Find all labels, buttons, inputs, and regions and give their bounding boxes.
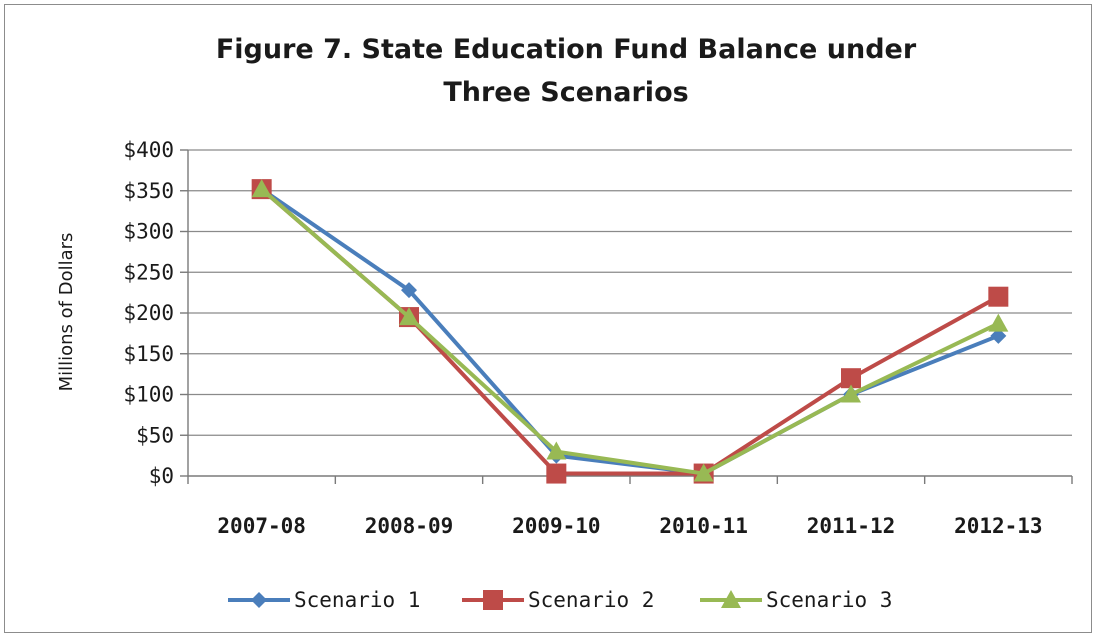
series-lines (251, 179, 1009, 484)
legend-label-2: Scenario 2 (528, 588, 654, 612)
legend-label-1: Scenario 1 (294, 588, 420, 612)
y-tick-label: $300 (123, 220, 174, 244)
y-tick-label: $100 (123, 383, 174, 407)
data-point-series-2 (988, 286, 1009, 307)
y-tick-label: $150 (123, 342, 174, 366)
chart-title-line-1: Figure 7. State Education Fund Balance u… (216, 34, 917, 65)
y-tick-label: $0 (149, 464, 174, 488)
legend-label-3: Scenario 3 (766, 588, 892, 612)
axes (180, 149, 1073, 484)
data-point-series-1 (401, 282, 417, 299)
legend-marker-2 (483, 590, 503, 610)
legend: Scenario 1 Scenario 2 Scenario 3 (228, 588, 892, 612)
y-tick-label: $50 (136, 423, 174, 447)
y-tick-label: $350 (123, 179, 174, 203)
data-point-series-2 (546, 463, 567, 484)
x-tick-label: 2008-09 (365, 514, 454, 538)
data-point-series-3 (251, 179, 272, 198)
x-tick-label: 2009-10 (512, 514, 601, 538)
data-point-series-1 (990, 327, 1007, 344)
x-tick-label: 2010-11 (659, 514, 748, 538)
x-tick-label: 2011-12 (807, 514, 896, 538)
y-tick-label: $400 (123, 138, 174, 162)
y-tick-label: $200 (123, 301, 174, 325)
x-tick-label: 2012-13 (954, 514, 1043, 538)
y-axis-label: Millions of Dollars (56, 233, 77, 392)
legend-marker-3 (721, 590, 741, 608)
x-tick-labels: 2007-08 2008-09 2009-10 2010-11 2011-12 2012-… (217, 514, 1042, 538)
data-point-series-3 (399, 307, 419, 326)
chart-title-line-2: Three Scenarios (443, 77, 688, 108)
data-point-series-3 (988, 313, 1009, 332)
data-point-series-3 (841, 384, 861, 403)
y-tick-label: $250 (123, 260, 174, 284)
legend-marker-1 (251, 592, 267, 608)
data-point-series-2 (841, 368, 861, 389)
y-tick-labels: $0 $50 $100 $150 $200 $250 $300 $350 $400 (123, 138, 174, 488)
series-line-3 (260, 187, 1000, 476)
data-point-series-3 (693, 463, 714, 482)
data-point-series-3 (546, 441, 567, 460)
chart-frame (4, 4, 1092, 633)
gridlines (188, 149, 1072, 436)
x-tick-label: 2007-08 (217, 514, 306, 538)
